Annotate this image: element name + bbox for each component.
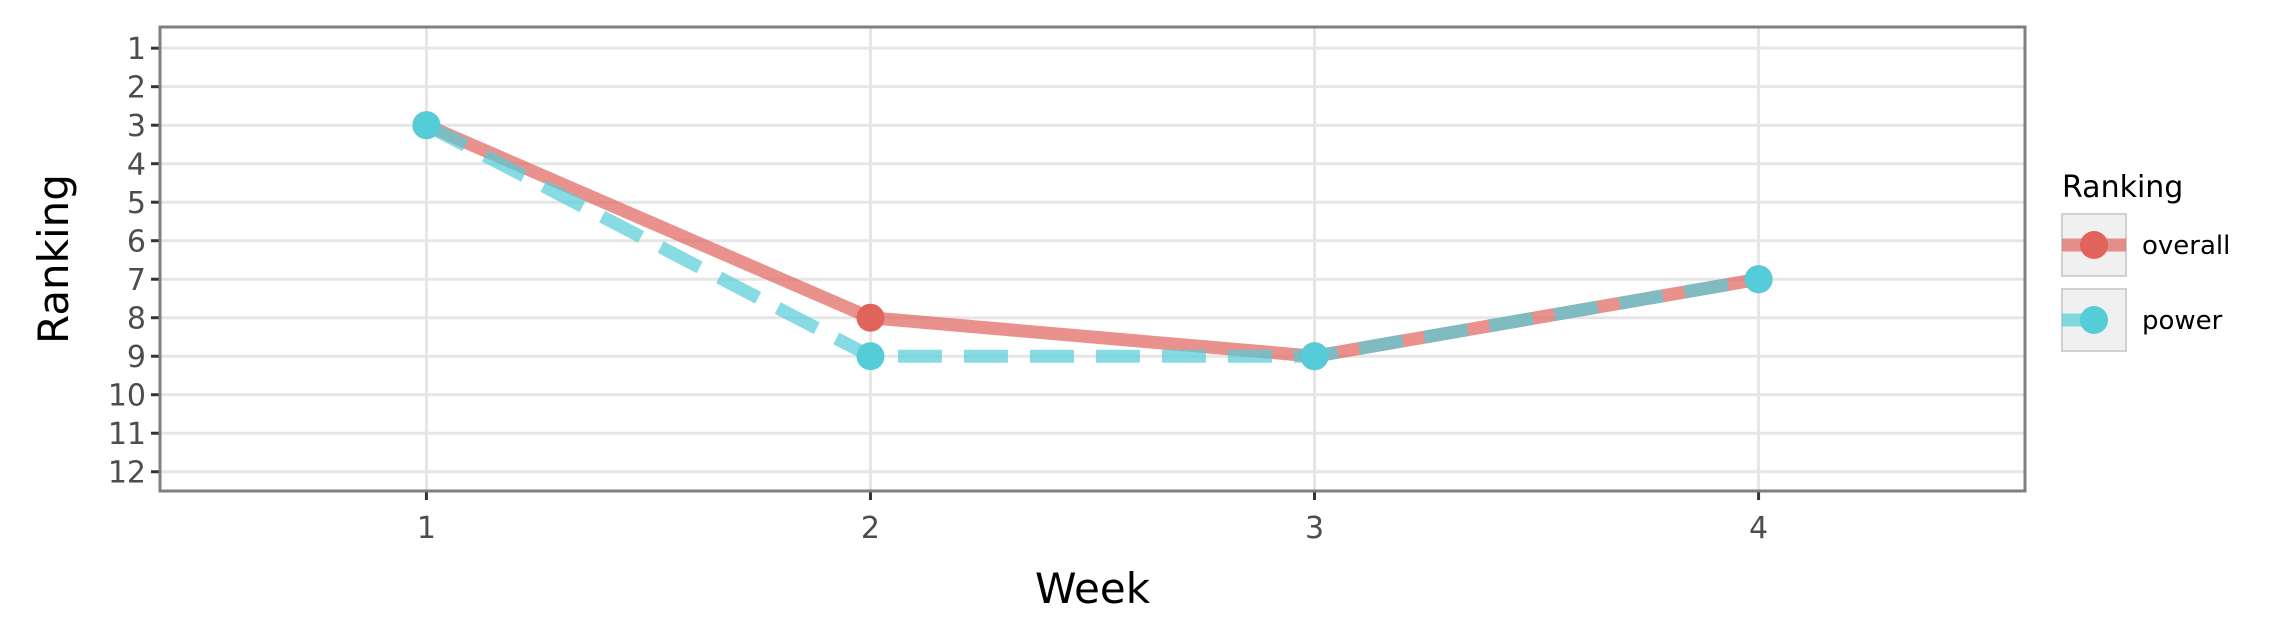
data-point-power xyxy=(1744,265,1773,294)
legend-label-power: power xyxy=(2142,306,2223,336)
legend-key-point-overall xyxy=(2080,231,2108,259)
data-point-overall xyxy=(856,303,885,332)
data-point-power xyxy=(412,111,441,140)
y-tick-label: 12 xyxy=(108,456,146,491)
data-point-power xyxy=(1300,342,1329,371)
legend-title: Ranking xyxy=(2062,170,2183,205)
x-axis: 1 2 3 4 xyxy=(417,491,1768,546)
y-tick-label: 2 xyxy=(127,71,146,106)
y-tick-label: 8 xyxy=(127,302,146,337)
x-axis-title: Week xyxy=(1035,564,1151,613)
x-tick-label: 1 xyxy=(417,511,436,546)
y-tick-label: 11 xyxy=(108,417,146,452)
legend-label-overall: overall xyxy=(2142,231,2230,261)
y-tick-label: 7 xyxy=(127,263,146,298)
plot-panel-border xyxy=(158,25,2027,493)
x-tick-label: 2 xyxy=(861,511,880,546)
x-tick-label: 4 xyxy=(1749,511,1768,546)
series xyxy=(412,111,1773,371)
legend-key-point-power xyxy=(2080,306,2108,334)
x-tick-label: 3 xyxy=(1305,511,1324,546)
data-point-power xyxy=(856,342,885,371)
y-tick-label: 9 xyxy=(127,340,146,375)
y-tick-label: 1 xyxy=(127,32,146,67)
y-axis-title: Ranking xyxy=(29,174,78,344)
y-tick-label: 4 xyxy=(127,148,146,183)
y-tick-label: 10 xyxy=(108,379,146,414)
series-line-overall xyxy=(423,119,1760,363)
legend: Ranking overall power xyxy=(2061,170,2230,352)
grid xyxy=(160,27,2025,491)
y-tick-label: 3 xyxy=(127,109,146,144)
y-tick-label: 5 xyxy=(127,186,146,221)
y-tick-label: 6 xyxy=(127,225,146,260)
